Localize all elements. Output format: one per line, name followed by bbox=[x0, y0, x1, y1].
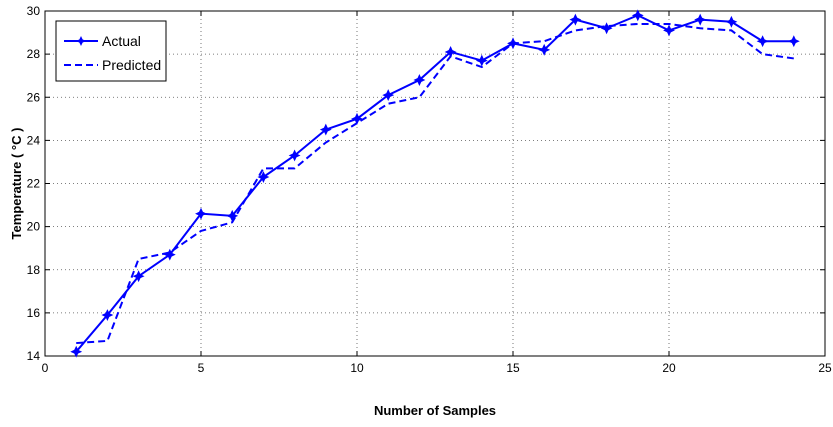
data-point-actual bbox=[725, 15, 738, 28]
x-tick-label: 0 bbox=[42, 361, 49, 375]
data-point-actual bbox=[382, 89, 395, 102]
data-point-actual bbox=[319, 123, 332, 136]
data-point-actual bbox=[631, 9, 644, 22]
data-point-actual bbox=[756, 35, 769, 48]
data-point-actual bbox=[694, 13, 707, 26]
data-point-actual bbox=[600, 22, 613, 35]
y-tick-label: 28 bbox=[27, 47, 41, 61]
legend-label-actual: Actual bbox=[102, 33, 141, 49]
y-tick-label: 20 bbox=[27, 220, 41, 234]
x-axis-title: Number of Samples bbox=[374, 403, 496, 418]
data-point-actual bbox=[787, 35, 800, 48]
x-tick-label: 15 bbox=[506, 361, 520, 375]
axis-ticks: 0 5 10 15 20 25 14 16 18 20 22 24 26 28 30 bbox=[27, 4, 832, 375]
data-point-actual bbox=[132, 270, 145, 283]
x-tick-label: 20 bbox=[662, 361, 676, 375]
data-point-actual bbox=[569, 13, 582, 26]
data-point-actual bbox=[257, 171, 270, 183]
legend-marker-icon bbox=[76, 36, 86, 46]
y-tick-label: 22 bbox=[27, 177, 41, 191]
x-tick-label: 10 bbox=[350, 361, 364, 375]
data-point-actual bbox=[288, 149, 301, 162]
data-point-actual bbox=[475, 54, 488, 67]
series-line-predicted bbox=[76, 22, 794, 345]
y-tick-label: 14 bbox=[27, 349, 41, 363]
data-point-actual bbox=[101, 309, 114, 321]
data-point-actual bbox=[70, 345, 83, 358]
series-line-actual bbox=[75, 14, 794, 353]
x-tick-label: 25 bbox=[818, 361, 832, 375]
legend-box bbox=[55, 20, 167, 82]
y-tick-label: 26 bbox=[27, 90, 41, 104]
grid-lines bbox=[45, 11, 825, 356]
data-point-actual bbox=[663, 24, 675, 37]
data-point-actual bbox=[538, 43, 551, 56]
data-point-actual bbox=[195, 207, 207, 220]
y-tick-label: 18 bbox=[27, 263, 41, 277]
legend-label-predicted: Predicted bbox=[102, 57, 161, 73]
x-tick-label: 5 bbox=[198, 361, 205, 375]
y-tick-label: 30 bbox=[27, 4, 41, 18]
y-tick-label: 24 bbox=[27, 133, 41, 147]
y-tick-label: 16 bbox=[27, 306, 41, 320]
data-point-actual bbox=[413, 74, 426, 86]
series-layer bbox=[70, 9, 800, 358]
y-axis-title: Temperature ( °C ) bbox=[9, 128, 24, 240]
legend: Actual Predicted bbox=[55, 20, 167, 82]
